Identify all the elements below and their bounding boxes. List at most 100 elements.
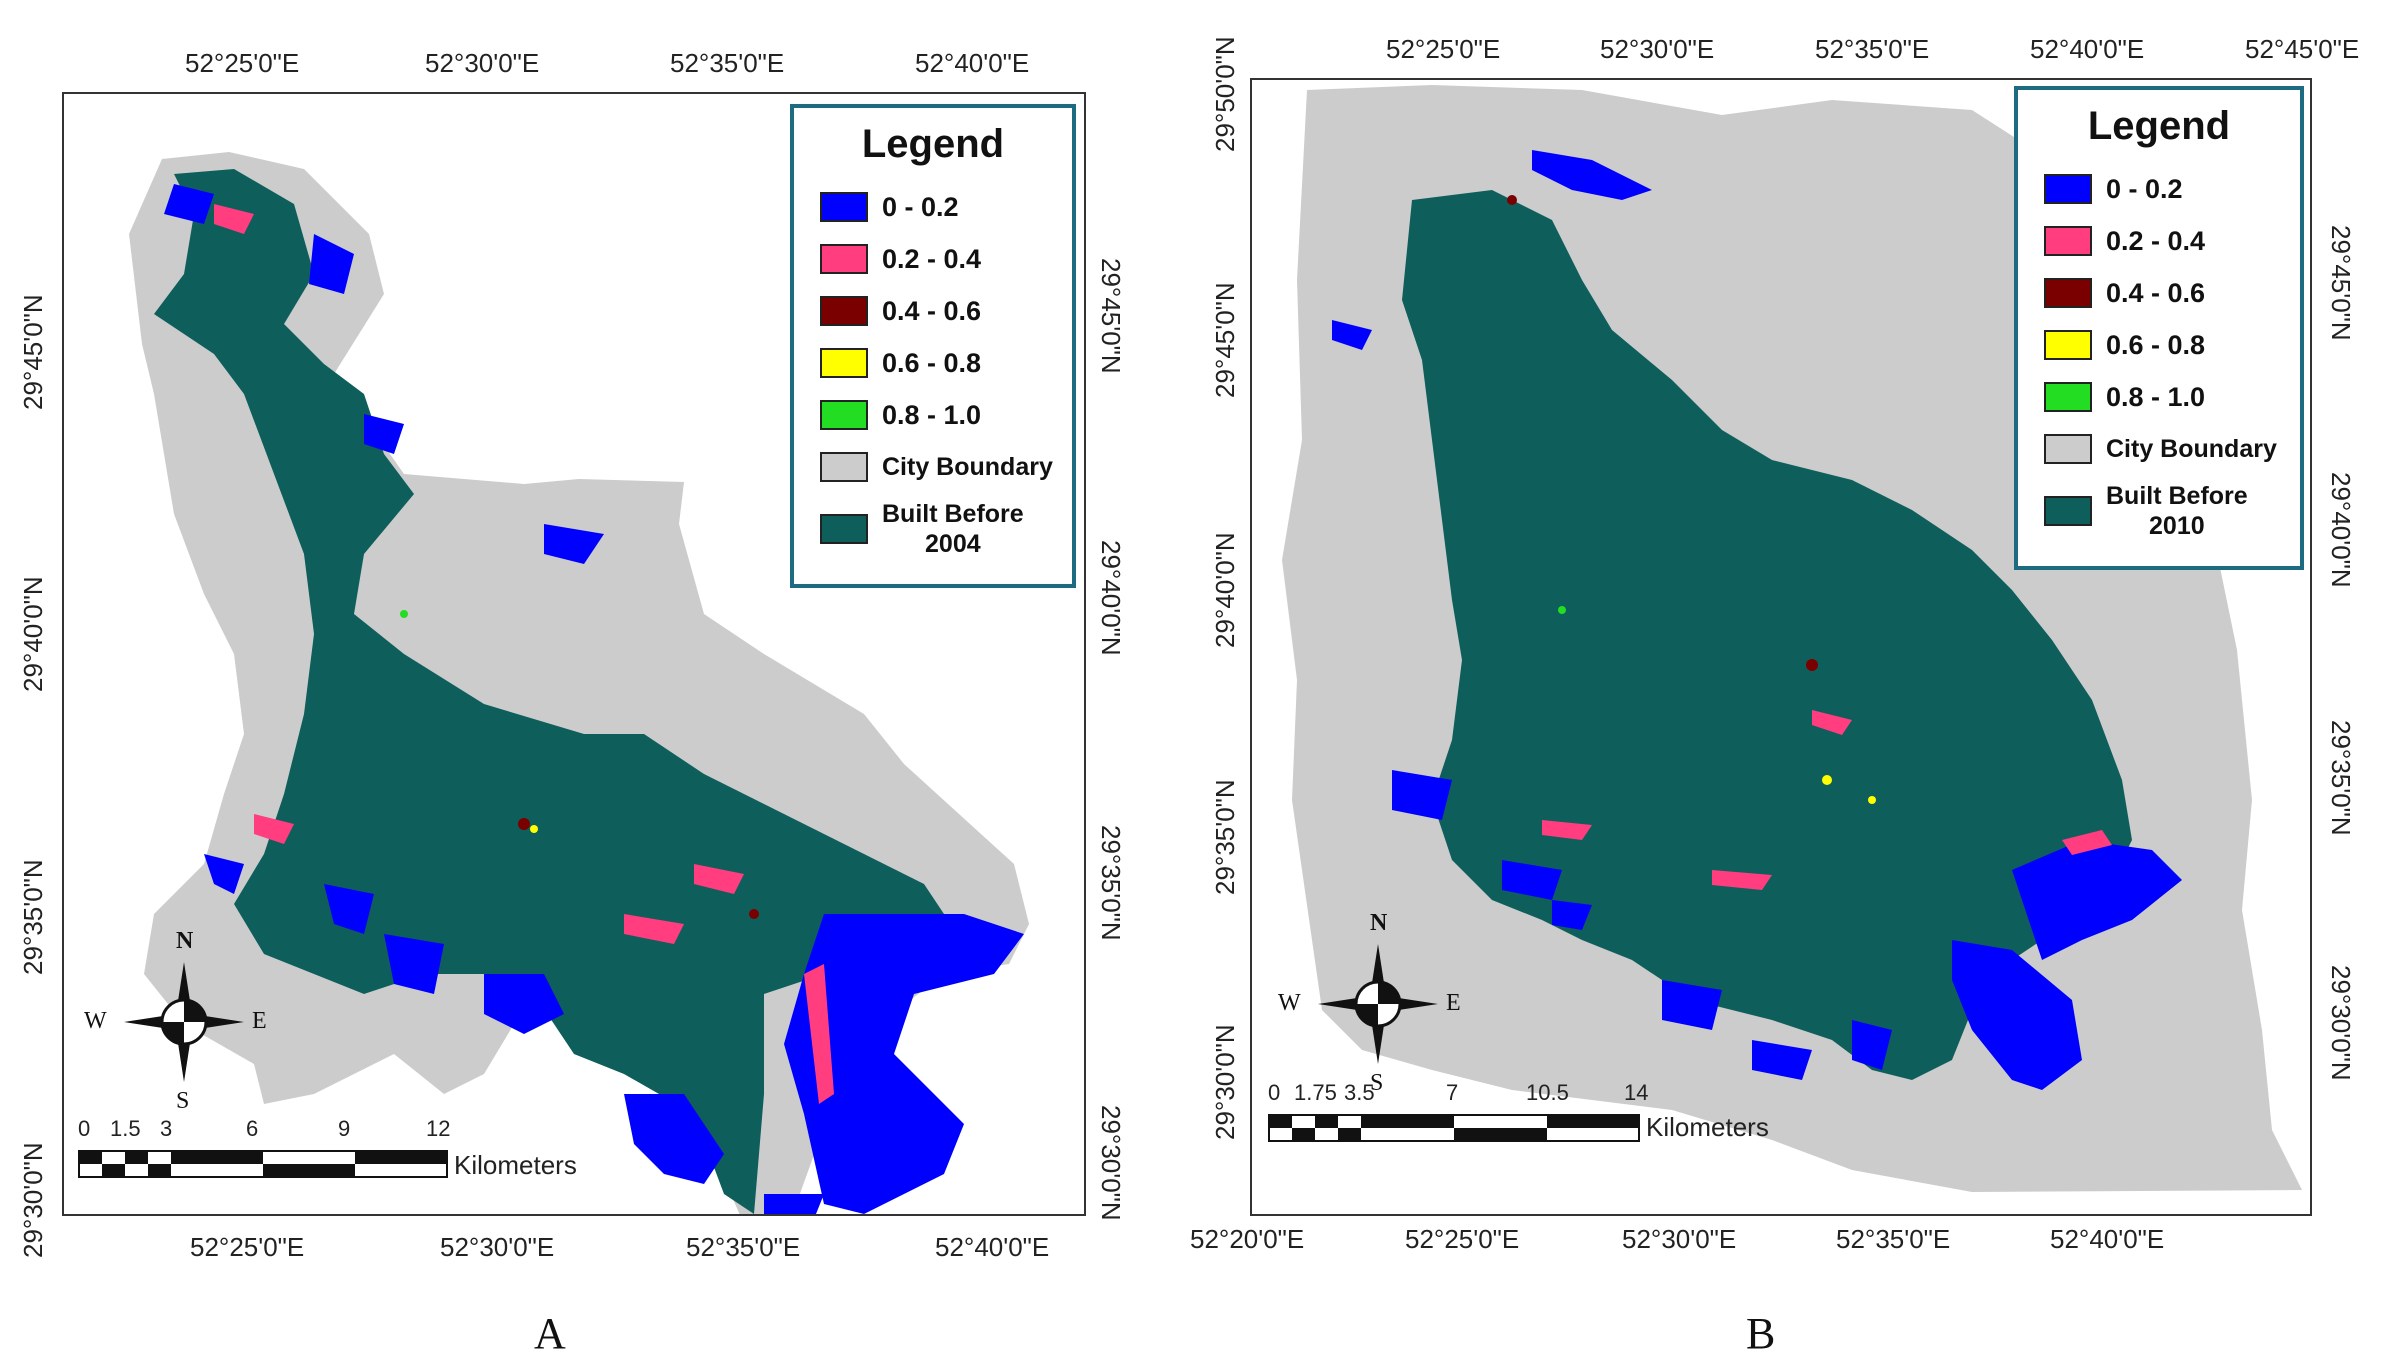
scale-unit-a: Kilometers bbox=[454, 1150, 577, 1180]
map-canvas-a bbox=[129, 152, 1029, 1214]
legend-label-a-6-line1: Built Before bbox=[882, 500, 1024, 528]
scale-tick-b-2: 3.5 bbox=[1344, 1080, 1375, 1105]
legend-label-a-6: Built Before 2004 bbox=[882, 499, 1024, 559]
patch-yellow-a-1 bbox=[530, 825, 538, 833]
legend-label-a-6-line2: 2004 bbox=[925, 530, 981, 558]
patch-blue-b-nw bbox=[1332, 320, 1372, 350]
legend-row-a-0: 0 - 0.2 bbox=[820, 181, 1072, 233]
legend-swatch-a-1 bbox=[820, 244, 868, 274]
compass-e-a: E bbox=[252, 1008, 267, 1034]
legend-label-a-3: 0.6 - 0.8 bbox=[882, 348, 982, 378]
top-tick-b-2: 52°35'0"E bbox=[1815, 34, 1930, 64]
legend-row-b-4: 0.8 - 1.0 bbox=[2044, 371, 2300, 423]
compass-w-a: W bbox=[84, 1008, 107, 1034]
scale-tick-a-1: 1.5 bbox=[110, 1116, 141, 1141]
patch-pink-a-1 bbox=[804, 964, 834, 1104]
compass-a: N S W E bbox=[84, 928, 267, 1114]
built-area-b bbox=[1402, 190, 2132, 1080]
legend-swatch-a-5 bbox=[820, 452, 868, 482]
legend-row-b-0: 0 - 0.2 bbox=[2044, 163, 2300, 215]
left-tick-a-2: 29°35'0"N bbox=[18, 859, 48, 975]
patch-blue-b-w2 bbox=[1502, 860, 1562, 900]
patch-blue-b-w3 bbox=[1552, 900, 1592, 930]
right-tick-a-1: 29°40'0"N bbox=[1096, 540, 1126, 656]
patch-blue-a-s1 bbox=[624, 1094, 724, 1184]
legend-label-b-1: 0.2 - 0.4 bbox=[2106, 226, 2206, 256]
legend-swatch-a-2 bbox=[820, 296, 868, 326]
scale-tick-a-5: 12 bbox=[426, 1116, 451, 1141]
legend-row-a-3: 0.6 - 0.8 bbox=[820, 337, 1072, 389]
patch-blue-a-w1 bbox=[204, 854, 244, 894]
right-tick-a-3: 29°30'0"N bbox=[1096, 1105, 1126, 1221]
legend-label-b-6: Built Before 2010 bbox=[2106, 481, 2248, 541]
legend-row-b-5: City Boundary bbox=[2044, 423, 2300, 475]
legend-a: Legend 0 - 0.2 0.2 - 0.4 0.4 - 0.6 0.6 -… bbox=[790, 104, 1076, 588]
top-tick-b-3: 52°40'0"E bbox=[2030, 34, 2145, 64]
top-tick-a-0: 52°25'0"E bbox=[185, 48, 300, 78]
patch-maroon-b-2 bbox=[1507, 195, 1517, 205]
compass-s-a: S bbox=[176, 1088, 190, 1114]
top-tick-b-1: 52°30'0"E bbox=[1600, 34, 1715, 64]
left-tick-a-1: 29°40'0"N bbox=[18, 576, 48, 692]
legend-swatch-b-2 bbox=[2044, 278, 2092, 308]
legend-label-a-4: 0.8 - 1.0 bbox=[882, 400, 982, 430]
patch-blue-b-w1 bbox=[1392, 770, 1452, 820]
patch-pink-b-1 bbox=[2062, 830, 2112, 855]
patch-pink-a-2 bbox=[624, 914, 684, 944]
legend-label-b-5: City Boundary bbox=[2106, 435, 2277, 463]
compass-s-b: S bbox=[1370, 1070, 1384, 1096]
patch-green-b-1 bbox=[1558, 606, 1566, 614]
compass-b: N S W E bbox=[1278, 910, 1461, 1096]
patch-blue-a-se bbox=[784, 914, 1024, 1214]
patch-pink-b-2 bbox=[1712, 870, 1772, 890]
right-tick-b-0: 29°45'0"N bbox=[2326, 225, 2356, 341]
patch-blue-a-sw2 bbox=[384, 934, 444, 994]
legend-swatch-a-0 bbox=[820, 192, 868, 222]
right-tick-b-3: 29°30'0"N bbox=[2326, 965, 2356, 1081]
bottom-tick-b-3: 52°35'0"E bbox=[1836, 1224, 1951, 1254]
patch-green-a-1 bbox=[400, 610, 408, 618]
bottom-tick-a-2: 52°35'0"E bbox=[686, 1232, 801, 1262]
legend-row-b-1: 0.2 - 0.4 bbox=[2044, 215, 2300, 267]
legend-row-a-5: City Boundary bbox=[820, 441, 1072, 493]
patch-blue-a-nw2 bbox=[309, 234, 354, 294]
top-tick-b-0: 52°25'0"E bbox=[1386, 34, 1501, 64]
legend-label-b-6-line1: Built Before bbox=[2106, 482, 2248, 510]
left-tick-b-0: 29°50'0"N bbox=[1210, 36, 1240, 152]
scale-bar-graphic-b bbox=[1268, 1114, 1640, 1142]
top-tick-a-1: 52°30'0"E bbox=[425, 48, 540, 78]
patch-blue-b-s3 bbox=[1662, 980, 1722, 1030]
patch-blue-b-s2 bbox=[1752, 1040, 1812, 1080]
legend-label-b-4: 0.8 - 1.0 bbox=[2106, 382, 2206, 412]
scale-tick-a-4: 9 bbox=[338, 1116, 351, 1141]
legend-label-b-6-line2: 2010 bbox=[2149, 512, 2205, 540]
patch-blue-b-se1 bbox=[2012, 840, 2182, 960]
bottom-tick-a-0: 52°25'0"E bbox=[190, 1232, 305, 1262]
legend-title-a: Legend bbox=[861, 122, 1005, 166]
legend-label-a-1: 0.2 - 0.4 bbox=[882, 244, 982, 274]
patch-maroon-a-2 bbox=[749, 909, 759, 919]
scale-bar-graphic-a bbox=[78, 1150, 448, 1178]
scale-tick-b-5: 14 bbox=[1624, 1080, 1649, 1105]
left-tick-a-0: 29°45'0"N bbox=[18, 294, 48, 410]
patch-blue-b-s1 bbox=[1852, 1020, 1892, 1070]
top-tick-a-3: 52°40'0"E bbox=[915, 48, 1030, 78]
patch-blue-a-w2 bbox=[324, 884, 374, 934]
compass-n-b: N bbox=[1370, 910, 1388, 936]
map-frame-b: Legend 0 - 0.2 0.2 - 0.4 0.4 - 0.6 0.6 -… bbox=[1250, 78, 2312, 1216]
built-area-a bbox=[154, 169, 944, 1214]
patch-pink-a-3 bbox=[254, 814, 294, 844]
legend-swatch-a-3 bbox=[820, 348, 868, 378]
scale-tick-a-3: 6 bbox=[246, 1116, 259, 1141]
bottom-tick-b-2: 52°30'0"E bbox=[1622, 1224, 1737, 1254]
scale-bar-a: 0 1.5 3 6 9 12 Kilometers bbox=[78, 1116, 638, 1206]
top-tick-a-2: 52°35'0"E bbox=[670, 48, 785, 78]
scale-tick-a-2: 3 bbox=[160, 1116, 173, 1141]
panel-label-a: A bbox=[534, 1309, 566, 1358]
legend-title-b: Legend bbox=[2087, 104, 2231, 148]
patch-maroon-b-1 bbox=[1806, 659, 1818, 671]
top-tick-b-4: 52°45'0"E bbox=[2245, 34, 2360, 64]
patch-pink-b-3 bbox=[1542, 820, 1592, 840]
left-tick-b-2: 29°40'0"N bbox=[1210, 532, 1240, 648]
legend-label-a-0: 0 - 0.2 bbox=[882, 192, 959, 222]
